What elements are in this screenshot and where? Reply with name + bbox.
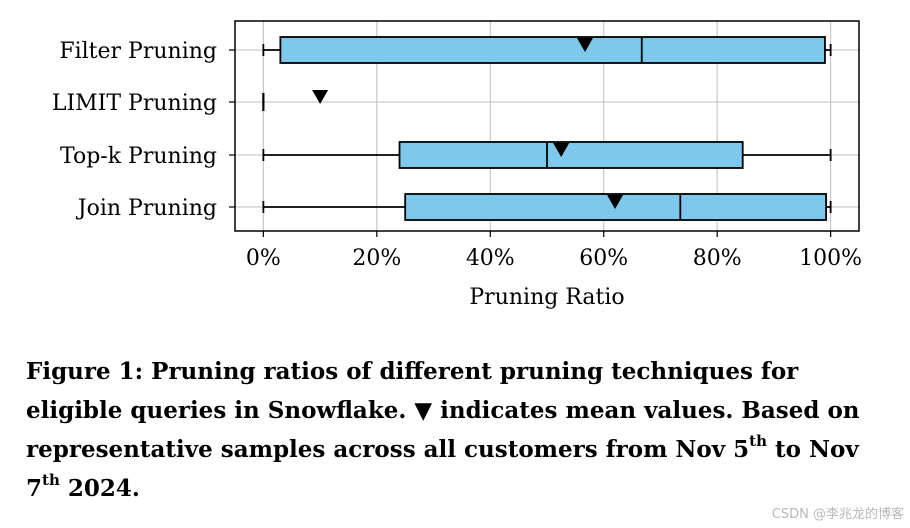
caption-sup-1: th [749,432,767,451]
y-tick-label: Filter Pruning [59,39,217,64]
caption-text: Figure 1: Pruning ratios of different pr… [26,358,860,463]
caption-sup-2: th [42,471,60,490]
mean-marker [577,38,594,52]
y-tick-label: LIMIT Pruning [52,91,217,116]
figure-caption: Figure 1: Pruning ratios of different pr… [26,352,886,508]
box [279,36,826,64]
y-tick-label: Top-k Pruning [60,144,217,169]
box [398,141,744,169]
x-tick-label: 80% [693,246,742,271]
x-tick-label: 40% [466,246,515,271]
caption-text-suffix: 2024. [59,475,140,502]
y-tick-label: Join Pruning [76,196,217,221]
caption-text-middle: to Nov 7 [26,436,859,502]
mean-marker [553,143,570,157]
mean-marker [607,195,624,209]
box-plots [262,36,832,221]
axes: 0% 20% 40% 60% 80% 100% Filter Pruning LIMIT Pr… [52,39,862,271]
watermark: CSDN @李兆龙的博客 [771,507,904,522]
x-tick-label: 0% [246,246,281,271]
mean-marker [312,90,329,104]
x-tick-label: 60% [579,246,628,271]
plot-frame [234,20,860,232]
x-tick-label: 20% [352,246,401,271]
x-axis-label: Pruning Ratio [469,285,624,310]
x-tick-label: 100% [799,246,862,271]
boxplot-chart: 0% 20% 40% 60% 80% 100% Filter Pruning LIMIT Pr… [52,20,862,310]
